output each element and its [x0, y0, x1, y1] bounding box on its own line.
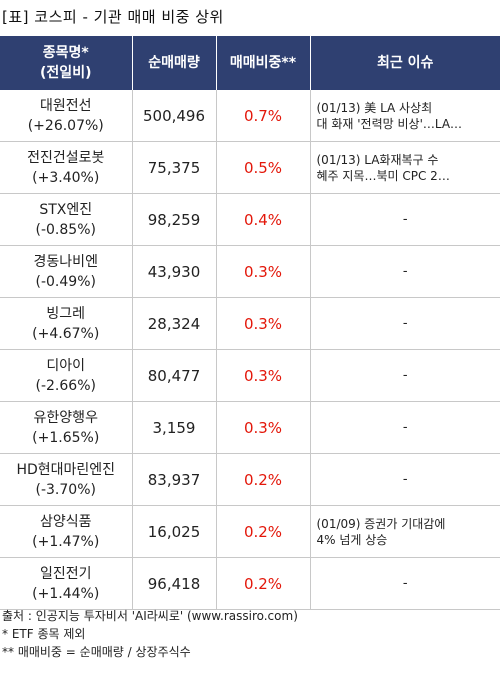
recent-issue: - [310, 557, 500, 610]
trade-ratio: 0.4% [216, 193, 311, 246]
header-name-line1: 종목명* [42, 45, 89, 61]
table-title: [표] 코스피 - 기관 매매 비중 상위 [2, 8, 224, 26]
table-row: 대원전선 (+26.07%) 500,496 0.7% (01/13) 美 LA 사상최… [0, 90, 500, 142]
header-ratio: 매매비중** [216, 36, 311, 90]
table-row: 전진건설로봇 (+3.40%) 75,375 0.5% (01/13) LA화재복구 수… [0, 141, 500, 194]
recent-issue: - [310, 349, 500, 402]
trade-ratio: 0.5% [216, 141, 311, 194]
stock-name: 대원전선 [39, 97, 92, 114]
net-volume: 98,259 [132, 193, 217, 246]
stock-name: 유한양행우 [33, 409, 98, 426]
stock-change: (-2.66%) [35, 377, 96, 394]
stock-cell: 일진전기 (+1.44%) [0, 557, 133, 610]
stock-change: (+3.40%) [32, 169, 100, 186]
footer-note-ratio: ** 매매비중 = 순매매량 / 상장주식수 [2, 645, 191, 659]
stock-name: 전진건설로봇 [27, 149, 105, 166]
recent-issue-line: 4% 넘게 상승 [316, 532, 388, 547]
recent-issue: - [310, 297, 500, 350]
stock-change: (+1.47%) [32, 533, 100, 550]
net-volume: 16,025 [132, 505, 217, 558]
net-volume: 75,375 [132, 141, 217, 194]
recent-issue-line: (01/13) 美 LA 사상최 [316, 100, 433, 115]
net-volume: 96,418 [132, 557, 217, 610]
recent-issue-line: - [402, 471, 408, 487]
stock-cell: 경동나비엔 (-0.49%) [0, 245, 133, 298]
recent-issue[interactable]: (01/09) 증권가 기대감에 4% 넘게 상승 [310, 505, 500, 558]
recent-issue-line: - [402, 263, 408, 279]
stock-change: (+4.67%) [32, 325, 100, 342]
trade-ratio: 0.3% [216, 401, 311, 454]
trade-ratio: 0.3% [216, 297, 311, 350]
stock-name: 경동나비엔 [33, 253, 98, 270]
stock-name: 빙그레 [46, 305, 86, 322]
trade-ratio: 0.3% [216, 245, 311, 298]
recent-issue-line: - [402, 419, 408, 435]
trade-ratio: 0.2% [216, 505, 311, 558]
stock-name: 삼양식품 [39, 513, 92, 530]
recent-issue-line: (01/09) 증권가 기대감에 [316, 516, 446, 531]
institution-trading-table: 종목명* (전일비) 순매매량 매매비중** 최근 이슈 대원전선 (+26.07… [0, 36, 500, 610]
stock-cell: HD현대마린엔진 (-3.70%) [0, 453, 133, 506]
table-header-row: 종목명* (전일비) 순매매량 매매비중** 최근 이슈 [0, 36, 500, 90]
stock-change: (-0.49%) [35, 273, 96, 290]
table-row: 빙그레 (+4.67%) 28,324 0.3% - [0, 297, 500, 350]
trade-ratio: 0.3% [216, 349, 311, 402]
header-news: 최근 이슈 [310, 36, 500, 90]
net-volume: 500,496 [132, 90, 217, 142]
recent-issue[interactable]: (01/13) LA화재복구 수 혜주 지목…북미 CPC 2… [310, 141, 500, 194]
recent-issue: - [310, 193, 500, 246]
recent-issue: - [310, 453, 500, 506]
header-name-line2: (전일비) [40, 65, 92, 81]
stock-cell: STX엔진 (-0.85%) [0, 193, 133, 246]
trade-ratio: 0.2% [216, 557, 311, 610]
stock-change: (-0.85%) [35, 221, 96, 238]
stock-cell: 빙그레 (+4.67%) [0, 297, 133, 350]
recent-issue-line: 혜주 지목…북미 CPC 2… [316, 168, 450, 183]
recent-issue: - [310, 401, 500, 454]
footer-note-etf: * ETF 종목 제외 [2, 627, 86, 641]
net-volume: 80,477 [132, 349, 217, 402]
stock-cell: 디아이 (-2.66%) [0, 349, 133, 402]
stock-cell: 전진건설로봇 (+3.40%) [0, 141, 133, 194]
net-volume: 43,930 [132, 245, 217, 298]
recent-issue-line: - [402, 367, 408, 383]
table-row: 유한양행우 (+1.65%) 3,159 0.3% - [0, 401, 500, 454]
table-row: 일진전기 (+1.44%) 96,418 0.2% - [0, 557, 500, 610]
stock-cell: 삼양식품 (+1.47%) [0, 505, 133, 558]
net-volume: 3,159 [132, 401, 217, 454]
recent-issue-line: - [402, 315, 408, 331]
table-row: HD현대마린엔진 (-3.70%) 83,937 0.2% - [0, 453, 500, 506]
net-volume: 28,324 [132, 297, 217, 350]
stock-name: 디아이 [46, 357, 86, 374]
recent-issue-line: - [402, 211, 408, 227]
stock-change: (+1.65%) [32, 429, 100, 446]
net-volume: 83,937 [132, 453, 217, 506]
table-row: 디아이 (-2.66%) 80,477 0.3% - [0, 349, 500, 402]
table-row: 삼양식품 (+1.47%) 16,025 0.2% (01/09) 증권가 기대감에 4%… [0, 505, 500, 558]
trade-ratio: 0.2% [216, 453, 311, 506]
recent-issue: - [310, 245, 500, 298]
recent-issue-line: - [402, 575, 408, 591]
stock-name: 일진전기 [39, 565, 92, 582]
recent-issue-line: (01/13) LA화재복구 수 [316, 152, 439, 167]
table-row: 경동나비엔 (-0.49%) 43,930 0.3% - [0, 245, 500, 298]
recent-issue[interactable]: (01/13) 美 LA 사상최 대 화재 '전력망 비상'…LA… [310, 90, 500, 142]
trade-ratio: 0.7% [216, 90, 311, 142]
stock-change: (-3.70%) [35, 481, 96, 498]
stock-name: STX엔진 [39, 201, 93, 218]
stock-cell: 대원전선 (+26.07%) [0, 90, 133, 142]
header-volume: 순매매량 [132, 36, 217, 90]
stock-change: (+26.07%) [27, 117, 104, 134]
header-name: 종목명* (전일비) [0, 36, 133, 90]
stock-cell: 유한양행우 (+1.65%) [0, 401, 133, 454]
table-row: STX엔진 (-0.85%) 98,259 0.4% - [0, 193, 500, 246]
stock-change: (+1.44%) [32, 585, 100, 602]
footer-source: 출처 : 인공지능 투자비서 'AI라씨로' (www.rassiro.com) [2, 609, 298, 623]
recent-issue-line: 대 화재 '전력망 비상'…LA… [316, 116, 463, 131]
stock-name: HD현대마린엔진 [16, 461, 116, 478]
footer: 출처 : 인공지능 투자비서 'AI라씨로' (www.rassiro.com)… [2, 607, 298, 661]
